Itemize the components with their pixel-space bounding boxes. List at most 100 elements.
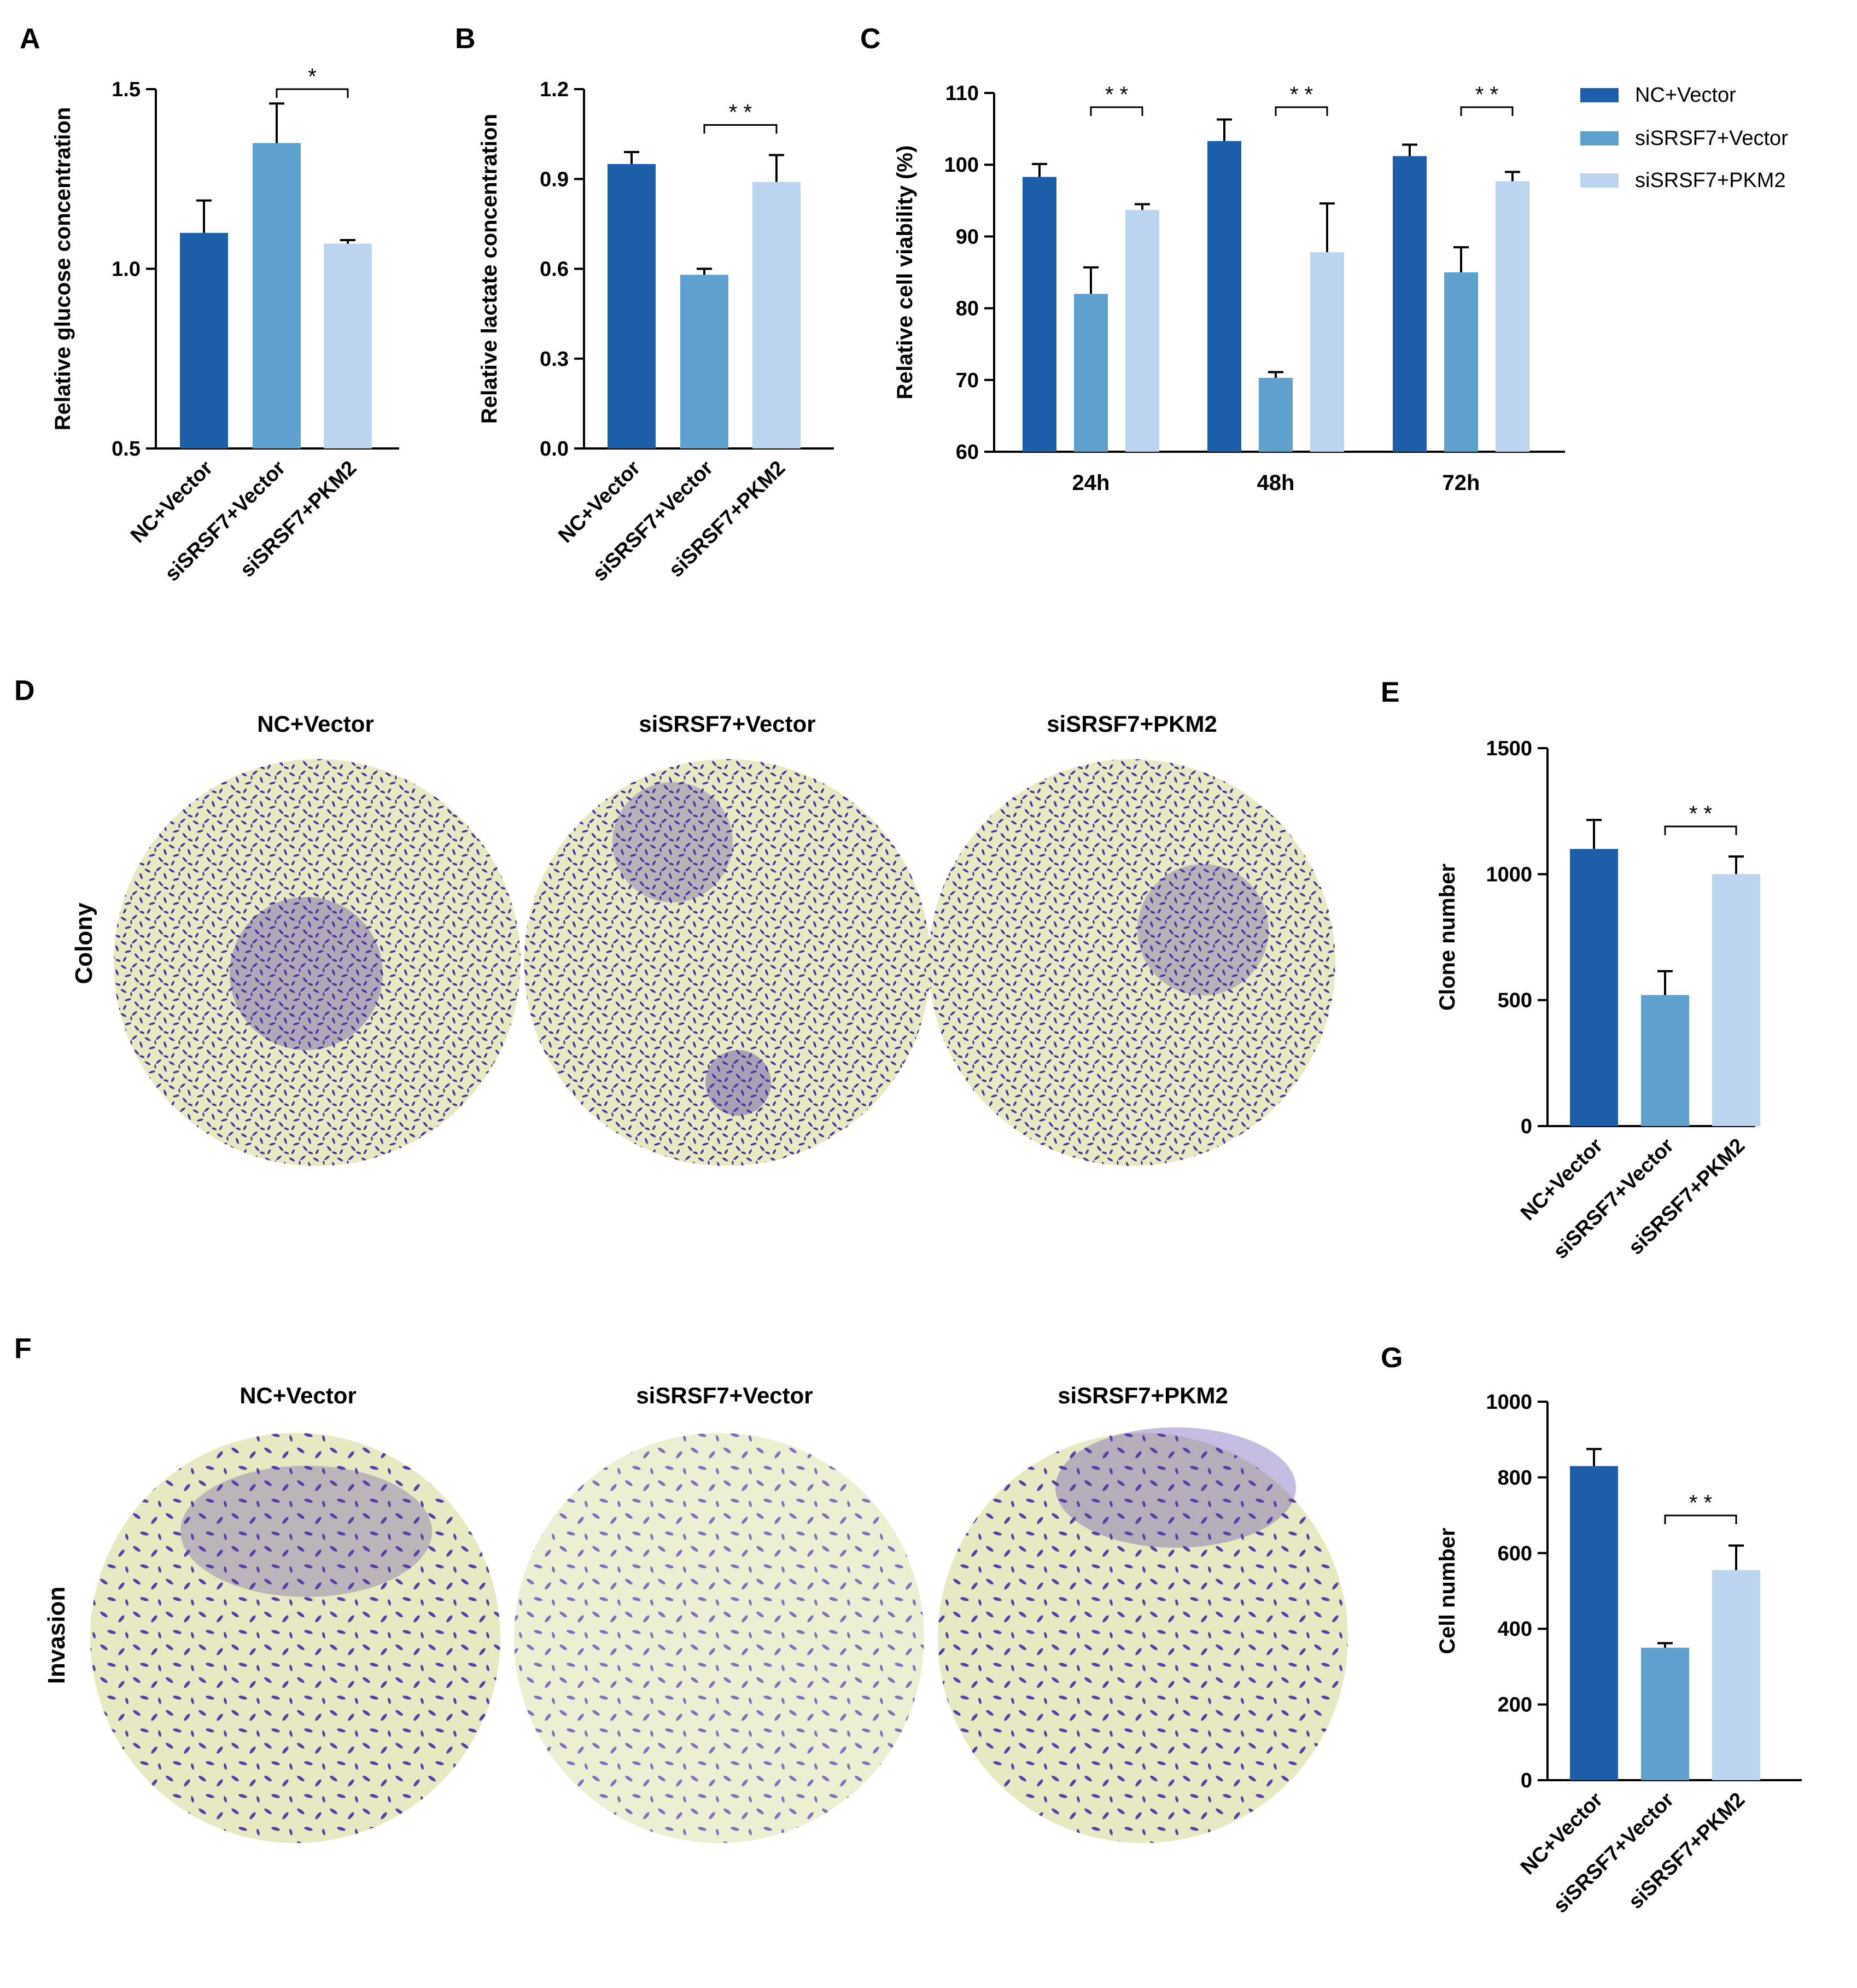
y-tick-label: 0	[1521, 1115, 1532, 1138]
bar-sisrsf7-pkm2-24h	[1125, 209, 1159, 452]
bar-nc-vector	[608, 164, 656, 448]
invasion-dish-sisrsf7-pkm2	[938, 1427, 1348, 1843]
x-tick-label: 48h	[1257, 471, 1295, 495]
x-tick-label: 24h	[1072, 471, 1110, 495]
significance-bracket	[1090, 106, 1143, 116]
x-tick-label: 72h	[1443, 471, 1480, 495]
significance-bracket	[703, 124, 778, 134]
y-axis-label: Relative lactate concentration	[477, 114, 501, 424]
bar-sisrsf7-pkm2	[324, 243, 372, 448]
y-tick-label: 100	[944, 154, 979, 177]
panel-label-c: C	[860, 23, 881, 55]
y-tick-label: 1000	[1486, 1391, 1532, 1414]
bar-sisrsf7-pkm2	[1712, 1570, 1760, 1780]
bar-sisrsf7-vector	[253, 143, 301, 448]
panel-label-a: A	[20, 23, 40, 55]
y-tick-label: 1.5	[112, 78, 141, 101]
panel-label-g: G	[1381, 1342, 1403, 1374]
significance-label: * *	[1290, 83, 1313, 107]
y-tick-label: 0.3	[540, 348, 569, 371]
significance-label: *	[308, 65, 317, 89]
invasion-photos: Invasion NC+Vector siSRSF7+Vector siSRSF…	[43, 1383, 1348, 1843]
colony-dish-sisrsf7-pkm2	[928, 759, 1335, 1166]
y-tick-label: 70	[956, 369, 979, 392]
y-tick-label: 500	[1498, 989, 1532, 1012]
bar-sisrsf7-pkm2-48h	[1310, 252, 1344, 452]
colony-title-sisrsf7-vector: siSRSF7+Vector	[639, 711, 815, 737]
invasion-row-label: Invasion	[43, 1587, 70, 1684]
significance-label: * *	[1689, 802, 1712, 826]
colony-title-sisrsf7-pkm2: siSRSF7+PKM2	[1047, 711, 1217, 737]
bar-sisrsf7-vector-48h	[1259, 377, 1293, 452]
bar-nc-vector-24h	[1023, 177, 1056, 452]
significance-bracket	[1664, 825, 1737, 836]
y-tick-label: 0	[1521, 1769, 1532, 1792]
legend-swatch-sisrsf7-vector	[1580, 131, 1619, 145]
y-tick-label: 80	[956, 298, 979, 320]
y-tick-label: 1.0	[112, 258, 141, 281]
invasion-title-sisrsf7-vector: siSRSF7+Vector	[636, 1383, 813, 1408]
x-tick-label: siSRSF7+Vector	[1549, 1134, 1679, 1264]
significance-label: * *	[1689, 1491, 1712, 1515]
colony-photos: Colony NC+Vector siSRSF7+Vector siSRSF7+…	[71, 711, 1335, 1166]
chart-cell-viability: 60 70 80 90 100 110 Relative cell viability (%…	[893, 82, 1565, 495]
bar-nc-vector	[1570, 1466, 1618, 1780]
y-tick-label: 0.6	[540, 258, 569, 281]
legend-label-sisrsf7-vector: siSRSF7+Vector	[1635, 127, 1788, 150]
y-tick-label: 1500	[1486, 737, 1532, 760]
y-tick-label: 200	[1498, 1694, 1532, 1717]
chart-lactate: 0.0 0.3 0.6 0.9 1.2 Relative lactate concentr…	[477, 78, 834, 586]
x-tick-label: siSRSF7+Vector	[161, 457, 290, 586]
y-tick-label: 0.9	[540, 168, 569, 191]
bar-nc-vector	[180, 232, 228, 448]
panel-label-f: F	[14, 1333, 32, 1365]
invasion-title-sisrsf7-pkm2: siSRSF7+PKM2	[1058, 1383, 1228, 1408]
y-axis-label: Relative glucose concentration	[51, 107, 75, 430]
legend-swatch-sisrsf7-pkm2	[1580, 173, 1619, 188]
bar-sisrsf7-vector	[1641, 1647, 1689, 1780]
significance-label: * *	[1105, 83, 1128, 107]
bar-sisrsf7-pkm2	[1712, 874, 1760, 1126]
bar-nc-vector-72h	[1393, 156, 1427, 452]
significance-bracket	[276, 88, 349, 98]
y-tick-label: 90	[956, 225, 979, 248]
bar-sisrsf7-vector	[680, 275, 728, 448]
bar-sisrsf7-vector-24h	[1074, 294, 1108, 452]
y-tick-label: 400	[1498, 1618, 1532, 1641]
bar-sisrsf7-vector-72h	[1444, 272, 1478, 452]
x-tick-label: siSRSF7+Vector	[1549, 1788, 1679, 1918]
x-tick-label: siSRSF7+Vector	[588, 457, 718, 586]
panel-label-d: D	[14, 675, 35, 707]
legend-label-nc-vector: NC+Vector	[1635, 84, 1736, 107]
bar-sisrsf7-pkm2	[752, 182, 801, 448]
significance-bracket	[1275, 106, 1328, 116]
colony-dish-sisrsf7-vector	[524, 759, 931, 1166]
bar-nc-vector	[1570, 849, 1618, 1126]
invasion-title-nc-vector: NC+Vector	[240, 1383, 357, 1408]
bar-sisrsf7-vector	[1641, 995, 1689, 1126]
legend: NC+Vector siSRSF7+Vector siSRSF7+PKM2	[1580, 84, 1788, 192]
colony-dish-nc-vector	[114, 759, 521, 1166]
significance-label: * *	[729, 100, 752, 124]
y-tick-label: 0.0	[540, 438, 569, 460]
invasion-dish-nc-vector	[90, 1433, 500, 1843]
y-tick-label: 110	[945, 82, 979, 105]
significance-bracket	[1664, 1514, 1737, 1524]
legend-label-sisrsf7-pkm2: siSRSF7+PKM2	[1635, 169, 1786, 192]
invasion-dish-sisrsf7-vector	[514, 1433, 924, 1843]
y-tick-label: 800	[1498, 1466, 1532, 1489]
y-tick-label: 0.5	[112, 438, 141, 460]
y-axis-label: Clone number	[1435, 864, 1459, 1011]
bar-sisrsf7-pkm2-72h	[1496, 181, 1529, 452]
y-tick-label: 600	[1498, 1542, 1532, 1565]
y-axis-label: Relative cell viability (%)	[893, 145, 917, 400]
panel-label-e: E	[1381, 677, 1400, 708]
significance-label: * *	[1475, 83, 1498, 107]
colony-row-label: Colony	[71, 902, 97, 984]
legend-swatch-nc-vector	[1580, 88, 1619, 102]
y-axis-label: Cell number	[1435, 1528, 1459, 1654]
